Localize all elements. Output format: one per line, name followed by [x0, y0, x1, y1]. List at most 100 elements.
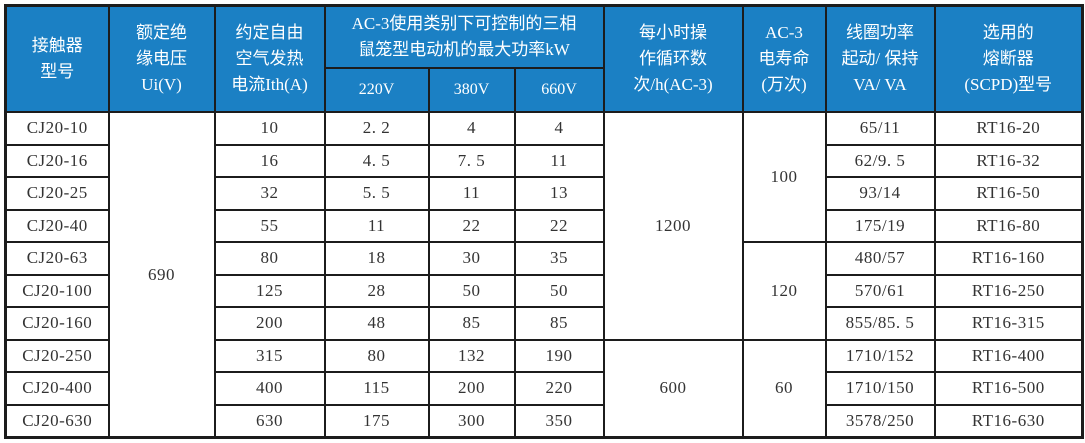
cell-fuse: RT16-250: [933, 273, 1084, 308]
header-fuse-type: 选用的 熔断器 (SCPD)型号: [933, 4, 1084, 113]
header-coil-line2: 起动/ 保持: [841, 49, 919, 68]
header-fuse-line2: 熔断器: [982, 49, 1034, 68]
header-life-line3: (万次): [761, 75, 807, 94]
cell-fuse: RT16-160: [933, 241, 1084, 276]
header-electrical-life: AC-3 电寿命 (万次): [741, 4, 827, 113]
cell-ui-merged: 690: [107, 111, 216, 439]
header-380v: 380V: [427, 67, 516, 113]
table-row: CJ20-100 125 28 50 50 570/61 RT16-250: [4, 273, 1084, 308]
cell-ith: 400: [213, 371, 326, 406]
cell-fuse: RT16-80: [933, 208, 1084, 243]
cell-fuse: RT16-20: [933, 111, 1084, 146]
cell-ith: 315: [213, 338, 326, 373]
cell-ith: 10: [213, 111, 326, 146]
cell-p380: 132: [427, 338, 516, 373]
cell-ith: 125: [213, 273, 326, 308]
header-ui-line1: 额定绝: [136, 23, 187, 42]
cell-coil: 175/19: [824, 208, 936, 243]
cell-fuse: RT16-500: [933, 371, 1084, 406]
header-cycles-line2: 作循环数: [639, 49, 708, 68]
table-row: CJ20-63 80 18 30 35 120 480/57 RT16-160: [4, 241, 1084, 341]
contactor-spec-table: 接触器 型号 额定绝 缘电压 Ui(V) 约定自由 空气发热 电流Ith(A) …: [4, 4, 1085, 439]
header-fuse-line1: 选用的: [982, 23, 1034, 42]
cell-model: CJ20-10: [4, 111, 110, 146]
cell-p220: 18: [323, 241, 430, 276]
cell-ith: 630: [213, 403, 326, 439]
header-model: 接触器 型号: [4, 4, 110, 113]
cell-model: CJ20-400: [4, 371, 110, 406]
header-cycles-line3: 次/h(AC-3): [633, 75, 713, 94]
cell-ith: 16: [213, 143, 326, 178]
header-thermal-current: 约定自由 空气发热 电流Ith(A): [213, 4, 326, 113]
header-row-1: 接触器 型号 额定绝 缘电压 Ui(V) 约定自由 空气发热 电流Ith(A) …: [4, 4, 1084, 113]
cell-p220: 28: [323, 273, 430, 308]
header-fuse-line3: (SCPD)型号: [964, 75, 1053, 94]
header-660v: 660V: [513, 67, 605, 113]
header-life-line1: AC-3: [765, 23, 803, 42]
cell-model: CJ20-40: [4, 208, 110, 243]
cell-cycles-merged: 1200: [602, 111, 744, 341]
header-220v: 220V: [323, 67, 430, 113]
cell-model: CJ20-160: [4, 306, 110, 341]
cell-p220: 48: [323, 306, 430, 341]
header-coil-line1: 线圈功率: [846, 23, 915, 42]
cell-fuse: RT16-50: [933, 176, 1084, 211]
cell-fuse: RT16-400: [933, 338, 1084, 373]
cell-life-merged: 60: [741, 338, 827, 439]
cell-p660: 190: [513, 338, 605, 373]
header-cycles-per-hour: 每小时操 作循环数 次/h(AC-3): [602, 4, 744, 113]
cell-p660: 22: [513, 208, 605, 243]
header-life-line2: 电寿命: [758, 49, 810, 68]
header-ith-line1: 约定自由: [235, 23, 304, 42]
cell-model: CJ20-100: [4, 273, 110, 308]
cell-coil: 570/61: [824, 273, 936, 308]
cell-model: CJ20-250: [4, 338, 110, 373]
header-ac3-group-line1: AC-3使用类别下可控制的三相: [351, 14, 577, 33]
cell-p380: 300: [427, 403, 516, 439]
cell-model: CJ20-630: [4, 403, 110, 439]
cell-p380: 22: [427, 208, 516, 243]
cell-coil: 1710/150: [824, 371, 936, 406]
header-ith-line3: 电流Ith(A): [231, 75, 308, 94]
cell-p380: 85: [427, 306, 516, 341]
cell-coil: 1710/152: [824, 338, 936, 373]
cell-p380: 200: [427, 371, 516, 406]
cell-p220: 5. 5: [323, 176, 430, 211]
cell-cycles-merged: 600: [602, 338, 744, 439]
table-row: CJ20-250 315 80 132 190 600 60 1710/152 …: [4, 338, 1084, 439]
cell-fuse: RT16-630: [933, 403, 1084, 439]
cell-p220: 80: [323, 338, 430, 373]
table-row: CJ20-10 690 10 2. 2 4 4 1200 100 65/11 R…: [4, 111, 1084, 439]
cell-ith: 32: [213, 176, 326, 211]
cell-coil: 3578/250: [824, 403, 936, 439]
cell-coil: 855/85. 5: [824, 306, 936, 341]
cell-p660: 4: [513, 111, 605, 146]
cell-p660: 50: [513, 273, 605, 308]
header-row-2: 220V 380V 660V: [6, 67, 1083, 113]
header-ac3-group-line2: 鼠笼型电动机的最大功率kW: [358, 40, 570, 59]
cell-p660: 11: [513, 143, 605, 178]
header-model-line2: 型号: [40, 62, 75, 81]
header-cycles-line1: 每小时操: [639, 23, 708, 42]
cell-p660: 350: [513, 403, 605, 439]
cell-life-merged: 100: [741, 111, 827, 243]
cell-p660: 220: [513, 371, 605, 406]
cell-p380: 7. 5: [427, 143, 516, 178]
cell-coil: 93/14: [824, 176, 936, 211]
table-row: CJ20-160 200 48 85 85 855/85. 5 RT16-315: [4, 306, 1084, 341]
cell-p380: 50: [427, 273, 516, 308]
cell-fuse: RT16-32: [933, 143, 1084, 178]
table-body: CJ20-10 690 10 2. 2 4 4 1200 100 65/11 R…: [4, 111, 1084, 439]
cell-coil: 480/57: [824, 241, 936, 276]
cell-p380: 11: [427, 176, 516, 211]
cell-p660: 35: [513, 241, 605, 276]
header-insulation-voltage: 额定绝 缘电压 Ui(V): [107, 4, 216, 113]
table-header: 接触器 型号 额定绝 缘电压 Ui(V) 约定自由 空气发热 电流Ith(A) …: [4, 4, 1084, 113]
cell-life-merged: 120: [741, 241, 827, 341]
cell-p220: 11: [323, 208, 430, 243]
header-coil-line3: VA/ VA: [853, 75, 907, 94]
cell-model: CJ20-63: [4, 241, 110, 276]
cell-p220: 2. 2: [323, 111, 430, 146]
header-ac3-power-group: AC-3使用类别下可控制的三相 鼠笼型电动机的最大功率kW: [323, 4, 605, 69]
cell-p380: 4: [427, 111, 516, 146]
